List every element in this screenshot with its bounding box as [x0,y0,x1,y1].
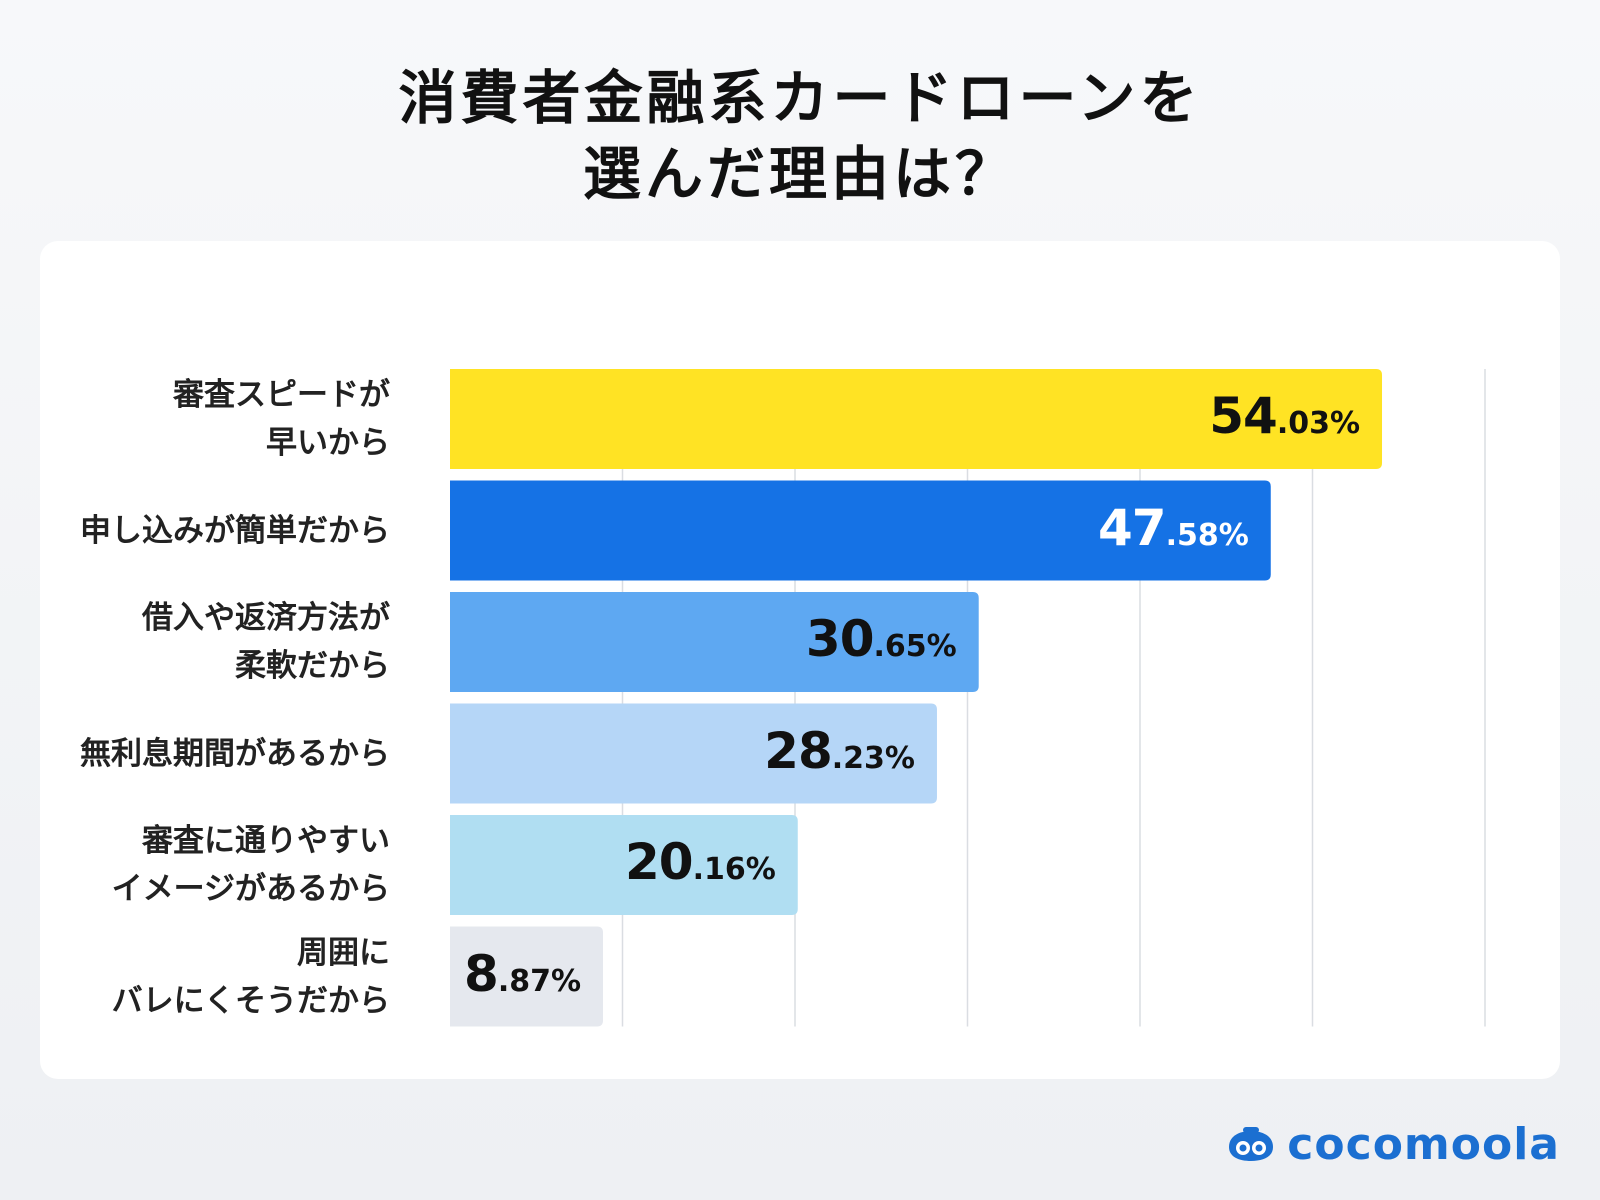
category-label-line: 周囲に [297,934,390,971]
bar-5 [450,815,798,915]
bar-chart [450,369,1486,1027]
category-label-1: 審査スピードが早いから [10,371,390,467]
cocomoola-logo-icon [1229,1126,1274,1161]
bar-4 [450,703,937,804]
value-label-decimal: .03% [1276,406,1361,441]
value-label-5: 20.16% [625,833,776,891]
value-label-decimal: .23% [831,740,915,776]
value-label-decimal: .58% [1165,517,1249,553]
category-label-line: 審査スピードが [173,377,390,413]
value-label-integer: 28 [764,721,833,780]
chart-title: 消費者金融系カードローンを 選んだ理由は？ [0,60,1600,212]
bar-1 [450,369,1383,469]
chart-title-line-1: 消費者金融系カードローンを [398,64,1202,132]
value-label-decimal: .87% [497,963,582,999]
category-label-line: 借入や返済方法が [142,600,390,636]
value-label-integer: 20 [624,833,694,891]
value-label-integer: 30 [805,610,875,668]
bar-3 [450,592,979,692]
category-label-2: 申し込みが簡単だから [10,507,390,555]
category-label-line: 無利息期間があるから [80,735,390,772]
logo-text: cocomoola [1287,1119,1560,1170]
value-label-decimal: .65% [873,629,957,664]
chart-card: 審査スピードが早いから申し込みが簡単だから借入や返済方法が柔軟だから無利息期間が… [40,241,1560,1079]
bar-6 [450,926,604,1027]
value-label-integer: 54 [1209,387,1278,445]
bar-2 [450,480,1271,581]
category-label-4: 無利息期間があるから [10,730,390,778]
brand-logo: cocomoola [1223,1119,1560,1170]
value-label-integer: 8 [464,944,499,1003]
value-label-1: 54.03% [1209,387,1360,445]
category-label-line: 申し込みが簡単だから [80,512,390,549]
value-label-6: 8.87% [464,945,581,1003]
value-label-integer: 47 [1097,498,1167,557]
value-label-4: 28.23% [764,722,915,780]
category-label-line: 早いから [266,425,390,461]
chart-title-line-2: 選んだ理由は？ [582,140,1017,208]
category-label-line: イメージがあるから [111,871,390,907]
category-label-6: 周囲にバレにくそうだから [10,929,390,1025]
category-label-5: 審査に通りやすいイメージがあるから [10,817,390,913]
value-label-decimal: .16% [692,852,776,887]
value-label-3: 30.65% [806,610,957,668]
category-label-3: 借入や返済方法が柔軟だから [10,594,390,690]
category-label-line: 審査に通りやすい [142,823,390,859]
category-label-line: バレにくそうだから [111,982,390,1019]
value-label-2: 47.58% [1098,499,1249,557]
category-label-line: 柔軟だから [235,648,390,684]
